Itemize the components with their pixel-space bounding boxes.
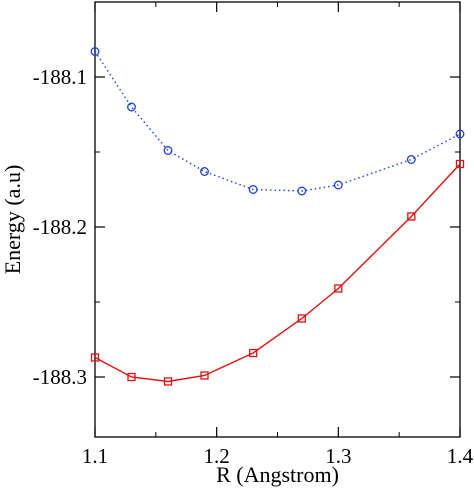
series-1-point — [297, 186, 307, 196]
series-1-point — [406, 155, 416, 164]
x-axis-title: R (Angstrom) — [216, 462, 339, 487]
series-1-point — [248, 185, 258, 194]
series-2-point — [407, 212, 416, 221]
series-1-point — [127, 102, 136, 112]
series-2-point — [90, 353, 100, 362]
y-tick-label: -188.2 — [33, 215, 87, 239]
x-tick-label: 1.3 — [325, 444, 351, 468]
ticks-layer: 1.1 1.2 1.3 1.4 -188.1 -188.2 -188.3 — [33, 1, 474, 468]
series-2-point — [200, 371, 209, 380]
series-1-point — [90, 47, 100, 56]
series-layer — [90, 47, 465, 386]
series-1-point — [455, 129, 465, 139]
y-axis-title: Energy (a.u) — [0, 165, 25, 275]
series-2-point — [297, 314, 306, 323]
series-1-point — [200, 167, 209, 176]
series-1-point — [333, 180, 343, 190]
series-2-point — [334, 284, 343, 293]
series-2-point — [455, 159, 465, 169]
x-tick-label: 1.4 — [447, 444, 474, 468]
x-tick-label: 1.1 — [82, 444, 108, 468]
series-2-point — [127, 372, 136, 382]
series-2-point — [163, 377, 173, 386]
series-1-line — [94, 51, 461, 192]
y-tick-label: -188.1 — [33, 65, 87, 89]
series-2-line — [94, 163, 461, 383]
plot-area: 1.1 1.2 1.3 1.4 -188.1 -188.2 -188.3 — [33, 1, 474, 468]
x-tick-label: 1.2 — [204, 444, 230, 468]
series-2-point — [249, 348, 258, 358]
series-1-point — [163, 146, 173, 155]
y-tick-label: -188.3 — [33, 365, 87, 389]
